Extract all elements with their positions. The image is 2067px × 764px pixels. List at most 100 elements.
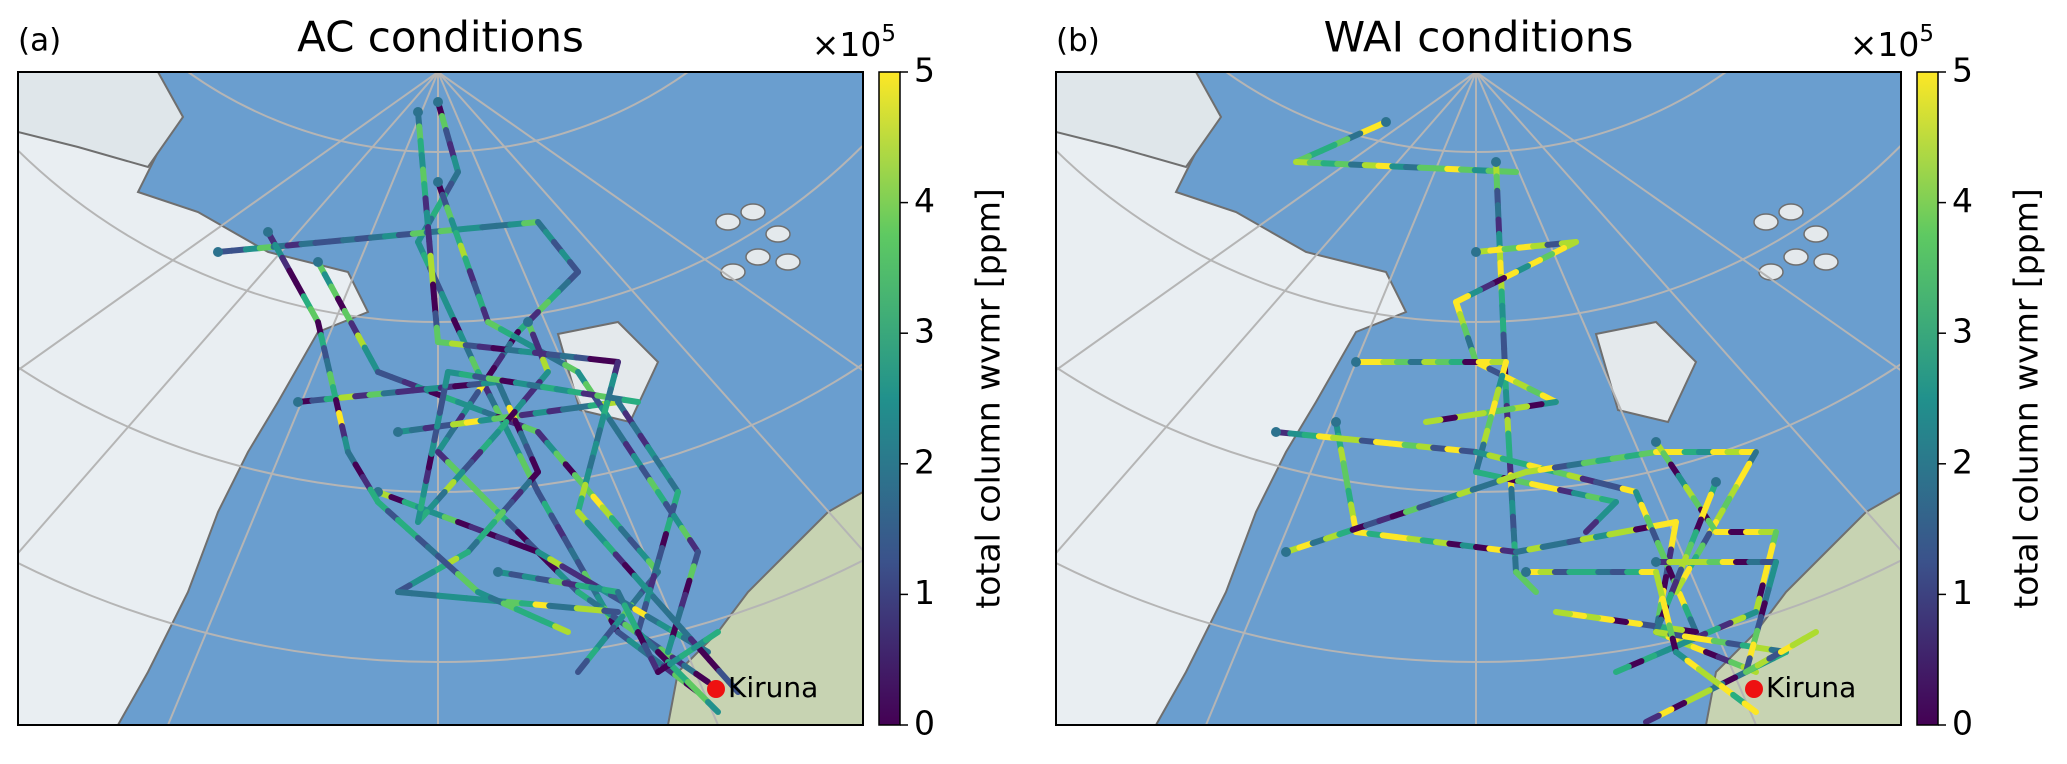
colorbar-tick-label: 1	[1952, 573, 1973, 612]
colorbar-multiplier: ×105	[812, 21, 896, 64]
kiruna-marker	[707, 680, 725, 698]
flight-track	[1499, 168, 1519, 175]
colorbar-tick-label: 4	[1952, 181, 1973, 220]
graticule	[1475, 72, 1901, 372]
ellesmere	[1056, 72, 1223, 169]
graticule	[1056, 72, 1477, 372]
colorbar-tick-label: 0	[1952, 704, 1973, 743]
track-end	[493, 567, 503, 577]
colorbar-tick-label: 0	[914, 704, 935, 743]
track-end	[313, 257, 323, 267]
flight-track	[1613, 663, 1632, 675]
island	[765, 225, 791, 243]
map: Kiruna	[1056, 72, 1901, 725]
colorbar-tick-label: 4	[914, 181, 935, 220]
flight-track	[575, 657, 590, 675]
colorbar-label: total column wvmr [ppm]	[969, 188, 1008, 608]
flight-track	[1643, 712, 1662, 725]
track-end	[1381, 117, 1391, 127]
panel-label: (a)	[18, 23, 61, 59]
colorbar-tick-label: 1	[914, 573, 935, 612]
track-end	[1521, 567, 1531, 577]
island	[745, 248, 771, 266]
flight-track	[601, 607, 621, 615]
multiplier-exponent: 5	[881, 21, 896, 47]
track-end	[433, 177, 443, 187]
graticule	[1475, 72, 1757, 725]
svalbard	[1594, 320, 1698, 424]
island	[1803, 225, 1829, 243]
colorbar-tick-label: 2	[914, 442, 935, 481]
graticule	[1475, 72, 1901, 552]
island	[775, 253, 801, 271]
colorbar	[1916, 71, 1939, 726]
track-end	[293, 397, 303, 407]
map: Kiruna	[18, 72, 863, 725]
island	[740, 203, 766, 221]
track-end	[1711, 477, 1721, 487]
map-frame	[1055, 71, 1902, 726]
colorbar-tick-label: 5	[1952, 51, 1973, 90]
track-end	[1491, 157, 1501, 167]
multiplier-base: ×10	[1850, 25, 1920, 64]
track-end	[1281, 547, 1291, 557]
flight-track	[1523, 579, 1539, 595]
flight-track	[1583, 519, 1599, 535]
ellesmere	[18, 72, 185, 169]
colorbar-tick-label: 5	[914, 51, 935, 90]
colorbar-tick-label: 3	[1952, 312, 1973, 351]
graticule	[18, 72, 439, 372]
island	[720, 263, 746, 281]
place-label: Kiruna	[1766, 671, 1856, 704]
island	[1778, 203, 1804, 221]
track-end	[1651, 437, 1661, 447]
graticule	[437, 72, 863, 372]
track-end	[1351, 357, 1361, 367]
graticule	[1056, 72, 1477, 555]
island	[715, 213, 741, 231]
track-end	[393, 427, 403, 437]
flight-track	[1553, 609, 1573, 617]
track-end	[433, 97, 443, 107]
map-frame	[17, 71, 864, 726]
flight-track	[552, 623, 571, 635]
graticule	[437, 72, 863, 552]
flight-track	[1741, 700, 1759, 715]
flight-track	[693, 670, 711, 685]
svalbard	[556, 320, 660, 424]
colorbar-multiplier: ×105	[1850, 21, 1934, 64]
track-end	[1471, 247, 1481, 257]
graticule	[1205, 72, 1477, 725]
island	[1813, 253, 1839, 271]
place-label: Kiruna	[728, 671, 818, 704]
track-end	[1331, 417, 1341, 427]
panel-title: AC conditions	[297, 13, 584, 62]
flight-track	[1801, 629, 1819, 642]
track-end	[213, 247, 223, 257]
track-end	[523, 317, 533, 327]
multiplier-base: ×10	[812, 25, 882, 64]
track-end	[1651, 557, 1661, 567]
greenland	[1056, 72, 1408, 725]
kiruna-marker	[1745, 680, 1763, 698]
flight-track	[705, 699, 721, 715]
graticule	[18, 72, 439, 555]
flight-track	[1673, 577, 1686, 595]
flight-track	[725, 678, 741, 695]
island	[1753, 213, 1779, 231]
panel-label: (b)	[1056, 23, 1100, 59]
colorbar-tick-label: 2	[1952, 442, 1973, 481]
colorbar-label: total column wvmr [ppm]	[2007, 188, 2046, 608]
flight-track	[1423, 416, 1444, 425]
multiplier-exponent: 5	[1919, 21, 1934, 47]
colorbar	[878, 71, 901, 726]
island	[1783, 248, 1809, 266]
track-end	[413, 107, 423, 117]
flight-track	[703, 629, 721, 643]
island	[1758, 263, 1784, 281]
panel-title: WAI conditions	[1324, 13, 1634, 62]
colorbar-tick-label: 3	[914, 312, 935, 351]
